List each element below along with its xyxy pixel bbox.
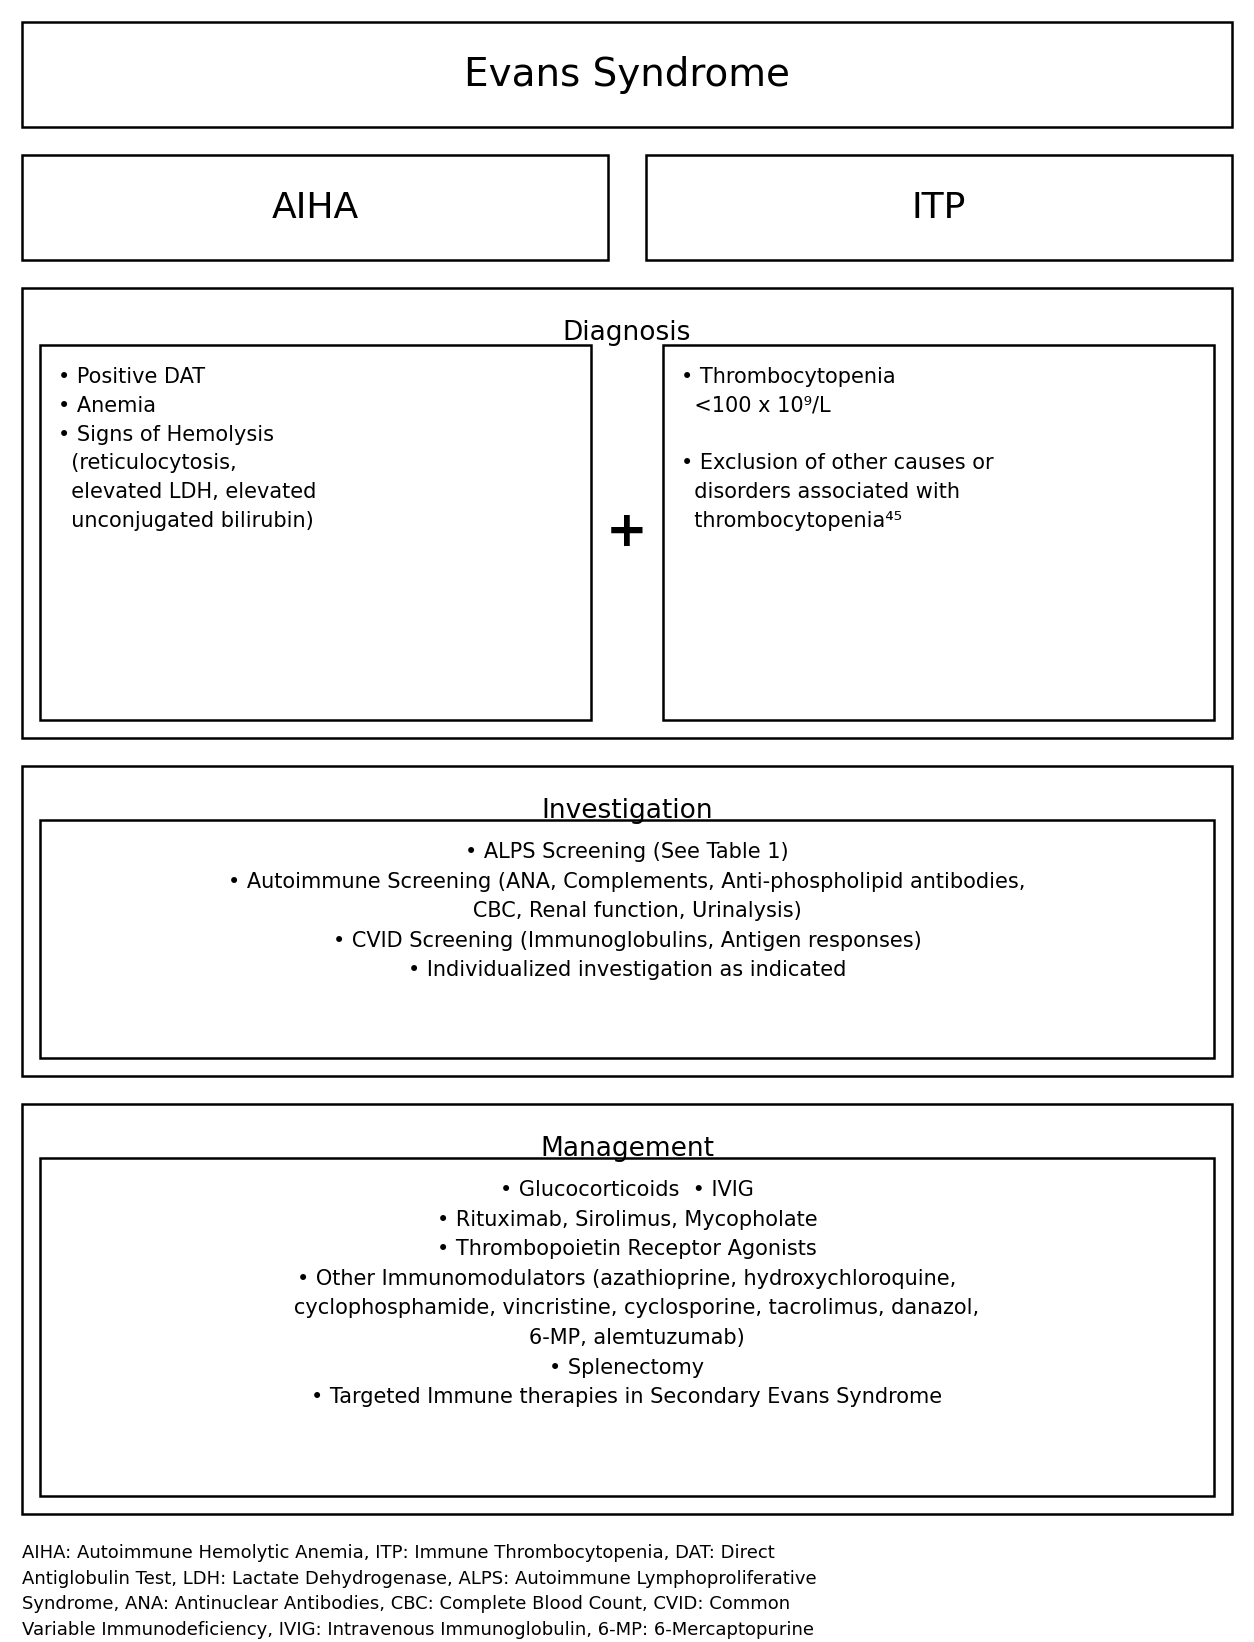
Bar <box>40 819 1214 1057</box>
Text: • Positive DAT
• Anemia
• Signs of Hemolysis
  (reticulocytosis,
  elevated LDH,: • Positive DAT • Anemia • Signs of Hemol… <box>58 368 316 530</box>
Text: Management: Management <box>540 1136 714 1163</box>
Text: Diagnosis: Diagnosis <box>563 320 691 346</box>
Bar <box>23 21 1231 126</box>
Text: Investigation: Investigation <box>542 798 712 824</box>
Bar <box>663 345 1214 719</box>
Text: Evans Syndrome: Evans Syndrome <box>464 56 790 94</box>
Bar <box>40 1158 1214 1496</box>
Text: AIHA: AIHA <box>271 190 359 225</box>
Bar <box>23 154 608 259</box>
Text: +: + <box>606 509 648 557</box>
Bar <box>40 345 591 719</box>
Text: • Glucocorticoids  • IVIG
• Rituximab, Sirolimus, Mycopholate
• Thrombopoietin R: • Glucocorticoids • IVIG • Rituximab, Si… <box>275 1181 979 1407</box>
Bar <box>646 154 1231 259</box>
Bar <box>23 287 1231 737</box>
Text: • ALPS Screening (See Table 1)
• Autoimmune Screening (ANA, Complements, Anti-ph: • ALPS Screening (See Table 1) • Autoimm… <box>228 842 1026 980</box>
Bar <box>23 1103 1231 1514</box>
Text: ITP: ITP <box>912 190 966 225</box>
Bar <box>23 767 1231 1076</box>
Text: • Thrombocytopenia
  <100 x 10⁹/L

• Exclusion of other causes or
  disorders as: • Thrombocytopenia <100 x 10⁹/L • Exclus… <box>681 368 993 530</box>
Text: AIHA: Autoimmune Hemolytic Anemia, ITP: Immune Thrombocytopenia, DAT: Direct
Ant: AIHA: Autoimmune Hemolytic Anemia, ITP: … <box>23 1543 816 1639</box>
